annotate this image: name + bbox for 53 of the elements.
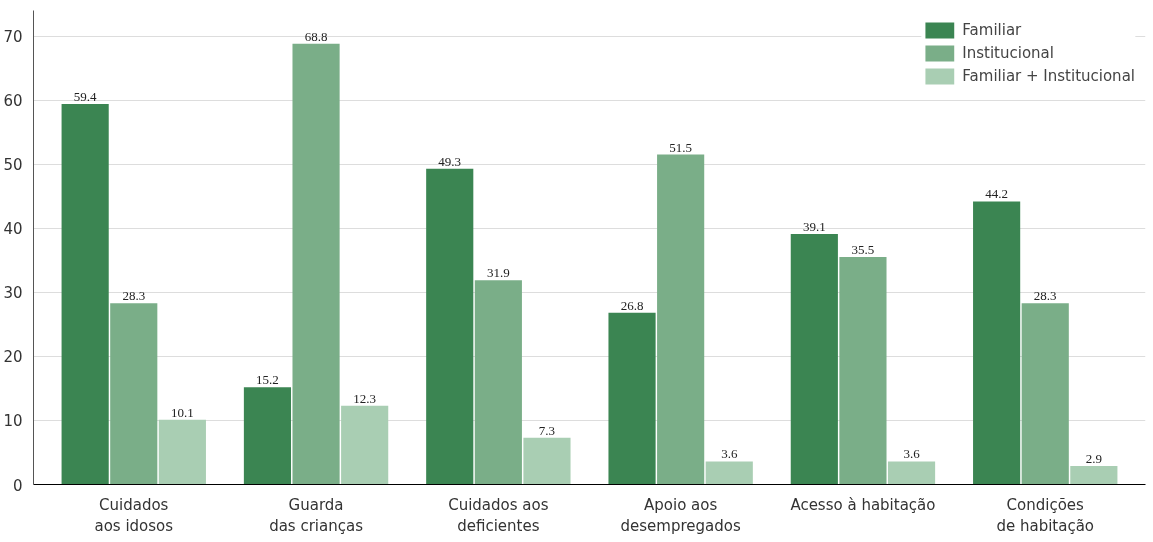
data-label: 3.6 (721, 446, 738, 462)
data-label: 35.5 (851, 242, 875, 258)
bar (839, 257, 887, 485)
y-tick-label: 40 (3, 220, 23, 239)
data-label: 59.4 (73, 89, 98, 105)
y-tick-label: 10 (3, 412, 23, 431)
x-tick-label: Guarda das crianças (269, 495, 364, 536)
y-tick-label: 50 (3, 156, 23, 175)
y-tick-label: 20 (3, 348, 23, 367)
bar (474, 280, 522, 485)
x-tick-label: Condições de habitação (996, 495, 1095, 536)
data-label: 3.6 (903, 446, 921, 462)
data-label: 15.2 (256, 372, 279, 388)
legend-label: Familiar + Institucional (962, 67, 1135, 85)
bar (887, 461, 936, 485)
bar (657, 154, 705, 485)
x-tick-label: Cuidados aos idosos (94, 495, 174, 536)
data-label: 26.8 (620, 297, 644, 313)
bar (158, 419, 206, 485)
x-tick-label: Acesso à habitação (790, 495, 936, 514)
bar (608, 312, 656, 485)
bar (292, 43, 340, 485)
bar (790, 234, 838, 485)
legend-label: Institucional (962, 44, 1054, 62)
bar (973, 201, 1021, 485)
bar (1070, 465, 1118, 485)
bar (341, 405, 389, 485)
data-label: 28.3 (1033, 288, 1057, 304)
data-label: 2.9 (1085, 450, 1102, 466)
bar (61, 104, 109, 485)
x-tick-label: Cuidados aos deficientes (448, 495, 549, 536)
y-tick-label: 30 (3, 284, 23, 303)
y-tick-label: 0 (12, 476, 23, 495)
bar (705, 461, 753, 485)
bar (426, 168, 474, 485)
data-label: 49.3 (438, 153, 462, 169)
x-tick-label: Apoio aos desempregados (620, 495, 741, 536)
data-label: 28.3 (122, 288, 146, 304)
data-label: 44.2 (985, 186, 1008, 202)
y-tick-label: 60 (3, 92, 23, 111)
bar (110, 303, 158, 485)
bar (1021, 303, 1069, 485)
bar (523, 437, 571, 485)
bar (243, 387, 292, 485)
data-label: 7.3 (538, 422, 556, 438)
data-label: 12.3 (353, 390, 377, 406)
data-label: 39.1 (802, 219, 826, 235)
legend-label: Familiar (962, 21, 1022, 39)
y-tick-label: 70 (3, 28, 23, 47)
data-label: 51.5 (669, 139, 693, 155)
data-label: 31.9 (486, 265, 510, 281)
data-label: 68.8 (304, 28, 328, 44)
data-label: 10.1 (171, 404, 194, 420)
